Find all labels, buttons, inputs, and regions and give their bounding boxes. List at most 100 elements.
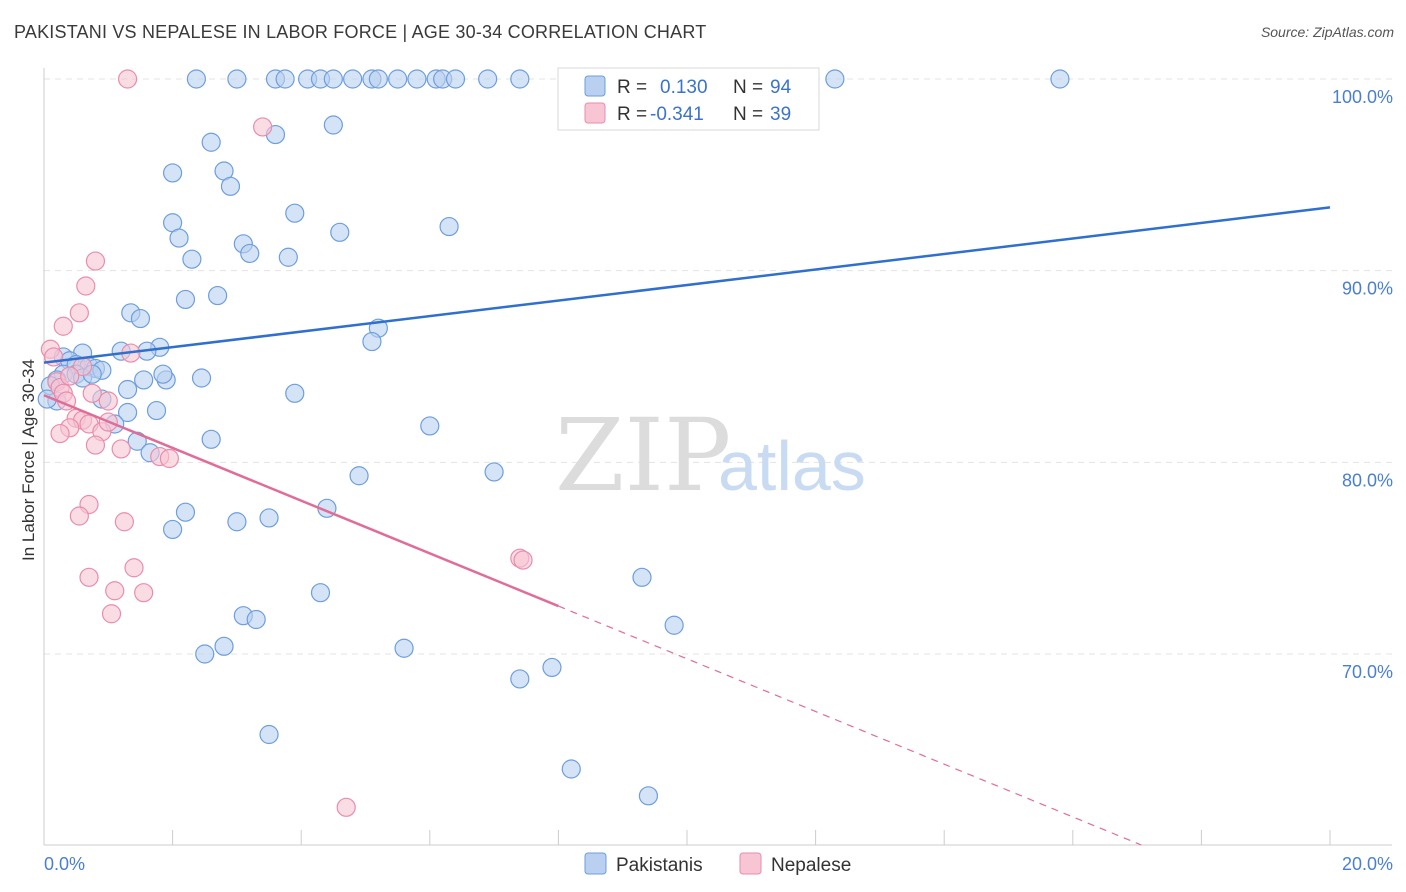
pakistani-point <box>175 289 196 310</box>
pakistani-point <box>664 615 684 635</box>
y-tick-label: 80.0% <box>1342 470 1393 490</box>
legend-swatch-pakistani <box>584 75 606 97</box>
pakistani-point <box>407 69 427 89</box>
pakistani-point <box>134 370 154 390</box>
pakistani-point <box>368 69 388 89</box>
legend: R = 0.130 N = 94 R = -0.341 N = 39 <box>557 67 820 131</box>
pakistani-point <box>227 512 247 532</box>
axes <box>43 68 1392 846</box>
pakistani-point <box>240 243 260 264</box>
y-axis-label: In Labor Force | Age 30-34 <box>19 359 38 561</box>
pakistani-point <box>478 69 498 89</box>
y-tick-label: 90.0% <box>1342 279 1393 299</box>
nepalese-trend-extension <box>558 605 1142 846</box>
watermark-atlas: atlas <box>718 427 866 505</box>
pakistani-point <box>191 368 212 388</box>
nepalese-point <box>53 316 73 336</box>
nepalese-point <box>85 435 106 455</box>
pakistani-point <box>323 115 343 135</box>
grid-lines <box>44 78 1392 655</box>
legend-n-label-1: N = <box>733 77 763 98</box>
pakistani-point <box>323 69 343 89</box>
pakistani-point <box>163 519 183 540</box>
legend-n-label-2: N = <box>733 104 763 125</box>
bottom-legend-swatch-pakistanis <box>584 852 607 875</box>
nepalese-point <box>513 550 533 570</box>
pakistani-point <box>201 429 221 449</box>
y-tick-label: 100.0% <box>1332 87 1393 107</box>
pakistani-point <box>130 308 151 329</box>
nepalese-point <box>253 117 273 137</box>
pakistani-point <box>175 502 196 522</box>
pakistani-point <box>285 383 305 403</box>
pakistani-point <box>445 69 466 89</box>
pakistani-point <box>182 249 202 269</box>
pakistani-point <box>227 69 247 89</box>
legend-r-label-2: R = <box>617 104 647 125</box>
pakistani-point <box>561 759 581 779</box>
nepalese-point <box>69 506 89 526</box>
pakistani-point <box>349 466 369 486</box>
pakistani-point <box>195 644 215 664</box>
pakistani-point <box>388 69 408 89</box>
legend-r-value-2: -0.341 <box>650 104 704 125</box>
pakistani-point <box>169 228 189 248</box>
pakistani-point <box>394 638 414 658</box>
nepalese-point <box>69 303 89 323</box>
legend-r-value-1: 0.130 <box>660 77 708 98</box>
nepalese-point <box>79 567 99 587</box>
bottom-legend: Pakistanis Nepalese <box>584 852 851 876</box>
tick-labels: 70.0% 80.0% 90.0% 100.0% 0.0% 20.0% <box>44 87 1393 874</box>
legend-n-value-2: 39 <box>770 104 791 125</box>
pakistani-point <box>343 69 363 89</box>
watermark: ZIP atlas <box>555 397 866 514</box>
pakistani-point <box>510 69 530 89</box>
pakistani-point <box>208 285 228 306</box>
pakistani-point <box>310 583 331 603</box>
pakistani-point <box>117 379 138 400</box>
pakistani-point <box>246 609 266 630</box>
pakistani-points <box>37 69 1070 806</box>
pakistani-trend-line <box>43 206 1331 364</box>
nepalese-points <box>40 69 533 817</box>
pakistani-point <box>439 216 459 237</box>
pakistani-point <box>638 786 659 806</box>
pakistani-point <box>285 203 305 223</box>
watermark-zip: ZIP <box>555 397 731 514</box>
nepalese-point <box>82 383 102 403</box>
bottom-legend-nepalese: Nepalese <box>771 855 851 876</box>
nepalese-point <box>101 604 122 624</box>
nepalese-point <box>105 581 125 601</box>
bottom-legend-swatch-nepalese <box>739 852 762 875</box>
pakistani-point <box>146 400 167 421</box>
nepalese-point <box>114 512 134 532</box>
nepalese-point <box>159 448 179 469</box>
nepalese-point <box>98 391 118 411</box>
nepalese-point <box>124 558 144 578</box>
pakistani-point <box>362 331 382 352</box>
y-tick-label: 70.0% <box>1342 662 1393 682</box>
nepalese-point <box>60 366 80 386</box>
nepalese-point <box>117 69 138 89</box>
pakistani-point <box>278 247 298 267</box>
chart-title: PAKISTANI VS NEPALESE IN LABOR FORCE | A… <box>14 22 707 42</box>
pakistani-point <box>542 657 562 678</box>
source-label: Source: ZipAtlas.com <box>1260 24 1394 40</box>
pakistani-point <box>510 669 530 689</box>
pakistani-point <box>214 636 234 656</box>
legend-swatch-nepalese <box>584 102 606 124</box>
x-tick-label: 20.0% <box>1342 854 1393 874</box>
nepalese-point <box>76 276 96 296</box>
pakistani-point <box>259 508 279 528</box>
pakistani-point <box>1050 69 1070 89</box>
legend-r-label-1: R = <box>617 77 647 98</box>
pakistani-point <box>275 69 295 89</box>
pakistani-point <box>117 402 138 423</box>
pakistani-point <box>330 222 350 242</box>
pakistani-point <box>186 69 206 89</box>
pakistani-point <box>153 364 173 384</box>
nepalese-trend-line <box>43 394 559 608</box>
nepalese-point <box>134 583 154 603</box>
legend-n-value-1: 94 <box>770 77 792 98</box>
